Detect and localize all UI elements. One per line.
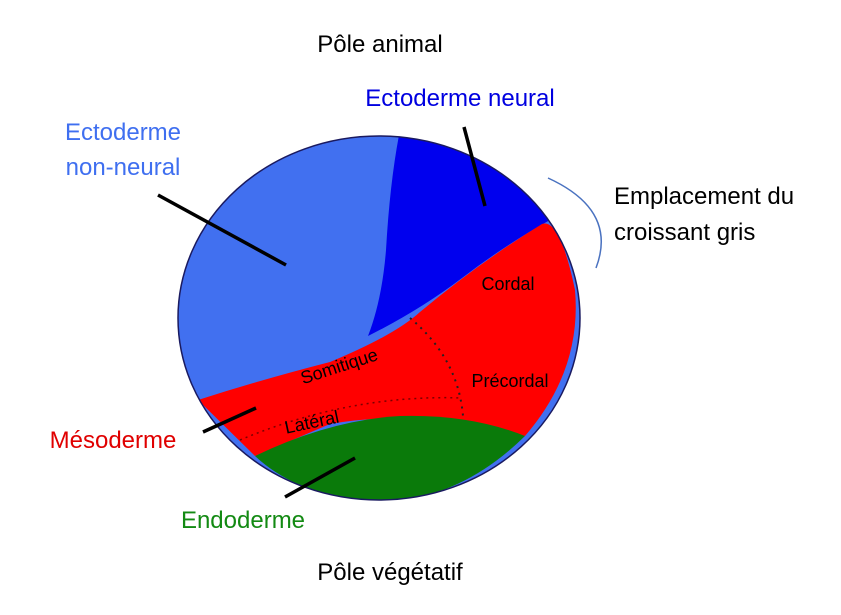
label: non-neural <box>66 154 181 181</box>
embryo-outline <box>177 135 581 501</box>
region-label: Précordal <box>471 371 548 391</box>
label: croissant gris <box>614 219 755 246</box>
leader-line <box>284 456 356 499</box>
endoderm-region <box>255 415 525 500</box>
mesoderm-region <box>198 223 576 456</box>
label: Ectoderme <box>65 119 181 146</box>
dotted-boundary <box>239 396 463 441</box>
label: Pôle animal <box>317 31 442 58</box>
embryo <box>178 136 580 500</box>
leader-lines <box>157 126 487 499</box>
region-label: Cordal <box>481 274 534 294</box>
label: Endoderme <box>181 507 305 534</box>
label: Ectoderme neural <box>365 85 554 112</box>
label: Pôle végétatif <box>317 559 463 586</box>
label: Mésoderme <box>50 427 177 454</box>
leader-line <box>157 193 287 267</box>
gray-crescent-arc <box>547 177 602 269</box>
leader-line <box>462 126 487 207</box>
label: Emplacement du <box>614 183 794 210</box>
leader-line <box>202 406 257 434</box>
